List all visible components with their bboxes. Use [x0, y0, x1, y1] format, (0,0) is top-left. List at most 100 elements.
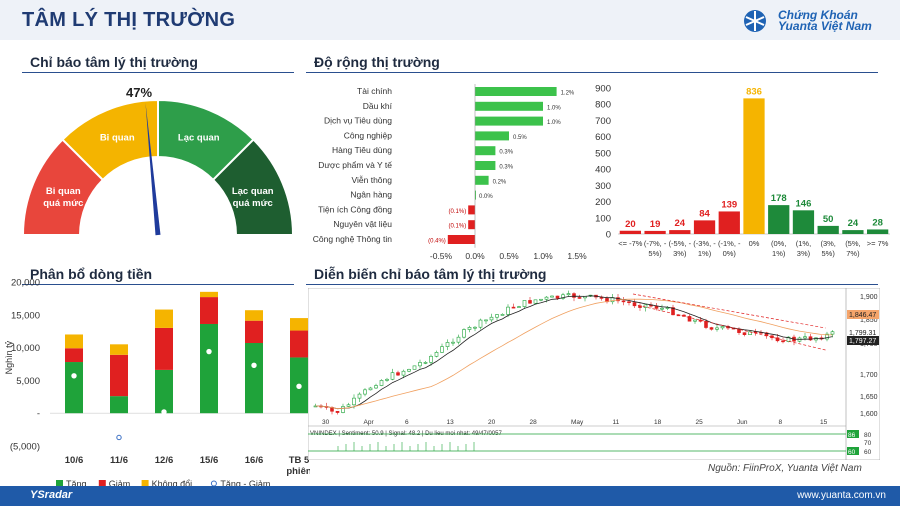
footer-url-link[interactable]: www.yuanta.com.vn	[797, 490, 886, 501]
yuanta-logo-icon	[744, 10, 766, 32]
distribution-category-label: 5%)	[648, 249, 662, 258]
price-tag	[847, 310, 879, 319]
y-tick-label: 400	[595, 165, 611, 176]
trend-line-upper	[632, 293, 826, 329]
logo-line1: Chứng Khoán	[778, 8, 858, 22]
distribution-category-label: (-5%, -	[669, 239, 692, 248]
sector-bar	[475, 116, 543, 126]
x-tick-label: -0.5%	[430, 251, 453, 261]
distribution-value-label: 24	[848, 218, 859, 229]
distribution-bar	[619, 230, 641, 234]
candle-body	[500, 314, 505, 316]
candle-body	[715, 327, 719, 330]
candle-body	[445, 342, 450, 347]
date-axis-label: 13	[447, 419, 455, 426]
indicator-tag	[847, 430, 859, 438]
gauge-segment	[211, 138, 294, 236]
flow-title: Phân bổ dòng tiền	[30, 266, 153, 282]
x-tick-label: 1.0%	[533, 251, 553, 261]
sector-value-label: (0.4%)	[428, 239, 446, 245]
flow-bar-segment	[110, 354, 128, 397]
candle-body	[346, 404, 351, 407]
sector-bar	[468, 205, 475, 215]
candle-body	[742, 332, 747, 335]
candle-body	[506, 306, 510, 315]
candle-body	[627, 301, 631, 304]
flow-bar-segment	[155, 309, 173, 328]
sector-label: Tài chính	[357, 86, 392, 96]
gauge-segment-label: Bi quan	[100, 133, 135, 144]
flow-bar-segment	[65, 334, 83, 349]
distribution-category-label: (3%,	[820, 239, 835, 248]
candle-body	[407, 368, 411, 372]
price-tag-label: 1,799.31	[849, 330, 876, 337]
sector-bar	[475, 161, 496, 170]
price-axis-label: 1,650	[860, 394, 878, 401]
indicator-axis-label: 70	[864, 440, 872, 447]
distribution-category-label: (-7%, -	[644, 239, 667, 248]
date-axis-label: Jun	[737, 419, 748, 426]
sector-label: Ngân hàng	[350, 190, 392, 200]
candle-body	[709, 327, 714, 330]
distribution-bar	[768, 205, 790, 234]
net-flow-marker	[161, 409, 167, 415]
sector-value-label: (0.1%)	[449, 209, 467, 215]
y-tick-label: 20,000	[11, 278, 40, 289]
y-tick-label: 5,000	[16, 376, 40, 387]
distribution-category-label: 5%)	[822, 249, 836, 258]
legend-swatch	[98, 480, 106, 487]
flow-bar-segment	[65, 362, 83, 414]
sector-bar	[475, 146, 496, 156]
logo-line2: Yuanta Việt Nam	[778, 19, 872, 33]
candle-body	[803, 336, 807, 339]
indicator-axis-label: 80	[864, 432, 872, 439]
distribution-bar	[718, 211, 740, 234]
candle-body	[423, 362, 428, 364]
candle-body	[572, 293, 576, 298]
candle-body	[473, 326, 477, 329]
footer-bar: YSradar www.yuanta.com.vn	[0, 486, 900, 506]
flow-category-label: 15/6	[200, 455, 219, 466]
indicator-tag-label: 86	[848, 432, 856, 439]
y-tick-label: 15,000	[11, 310, 40, 321]
y-tick-label: 600	[595, 132, 611, 143]
candle-body	[456, 336, 461, 343]
candle-body	[781, 340, 785, 343]
candle-body	[555, 295, 560, 299]
x-tick-label: 0.5%	[499, 251, 519, 261]
price-axis-label: 1,600	[860, 411, 878, 418]
candle-body	[720, 326, 725, 329]
sentiment-candlestick-chart: 1,9001,8501,7501,7001,6501,6001,846.471,…	[308, 288, 880, 460]
distribution-value-label: 139	[721, 199, 737, 210]
sector-value-label: (0.1%)	[449, 224, 467, 230]
flow-category-label: 11/6	[110, 455, 128, 466]
price-tag	[847, 336, 879, 345]
y-tick-label: 500	[595, 148, 611, 159]
candle-body	[671, 307, 675, 316]
sector-bar	[468, 220, 475, 230]
legend-swatch	[141, 480, 149, 487]
section-divider	[306, 72, 878, 73]
sector-label: Dầu khí	[363, 101, 393, 111]
date-axis-label: 6	[405, 419, 409, 426]
candle-body	[462, 329, 466, 338]
sector-breadth-chart: Tài chính 1.2% Dầu khí 1.0% Dịch vụ Tiêu dùn…	[313, 84, 587, 261]
distribution-category-label: 3%)	[673, 249, 687, 258]
distribution-category-label: 0%)	[723, 249, 737, 258]
legend-label: Tăng	[66, 479, 87, 488]
candle-body	[638, 305, 642, 308]
y-tick-label: 300	[595, 181, 611, 192]
price-axis-label: 1,700	[860, 372, 878, 379]
sector-value-label: 0.2%	[493, 179, 507, 185]
date-axis-label: 11	[613, 419, 620, 426]
date-axis-label: 18	[654, 419, 662, 426]
x-tick-label: 1.5%	[567, 251, 587, 261]
candle-body	[390, 372, 395, 380]
page-title: TÂM LÝ THỊ TRƯỜNG	[22, 9, 236, 31]
sector-bar	[475, 190, 476, 200]
date-axis-label: Apr	[364, 419, 375, 426]
candle-body	[484, 319, 488, 322]
flow-bar-segment	[290, 318, 308, 331]
candle-body	[704, 320, 708, 328]
price-axis-label: 1,850	[860, 317, 878, 324]
